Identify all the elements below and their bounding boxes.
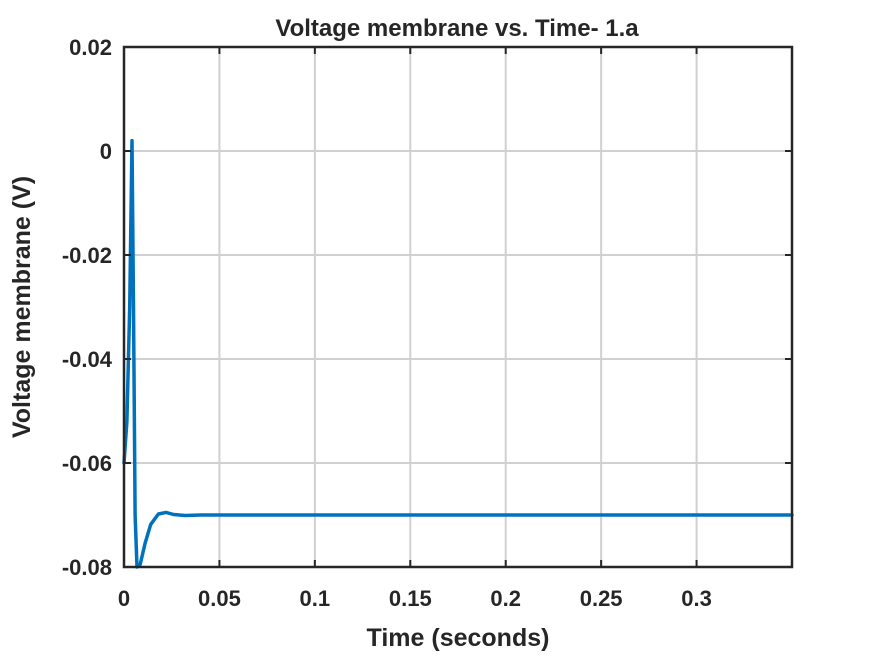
grid-lines xyxy=(123,46,792,568)
plot-area xyxy=(122,138,794,569)
axes-box xyxy=(122,45,794,569)
y-tick-label: 0.02 xyxy=(69,35,112,60)
y-tick-label: -0.06 xyxy=(62,451,112,476)
x-tick-label: 0.15 xyxy=(389,586,432,611)
axis-ticks: 0 0.05 0.1 0.15 0.2 0.25 0.3 -0.08 -0.06 -0.04 -0.… xyxy=(62,35,792,611)
y-tick-label: -0.02 xyxy=(62,243,112,268)
x-tick-label: 0 xyxy=(118,586,130,611)
series-line xyxy=(122,138,794,569)
y-axis-label: Voltage membrane (V) xyxy=(8,176,36,438)
x-axis-label: Time (seconds) xyxy=(367,624,550,652)
y-tick-label: -0.04 xyxy=(62,347,113,372)
chart-title: Voltage membrane vs. Time- 1.a xyxy=(275,15,639,42)
x-tick-label: 0.1 xyxy=(300,586,331,611)
x-tick-label: 0.05 xyxy=(198,586,241,611)
x-tick-label: 0.25 xyxy=(580,586,623,611)
y-tick-label: 0 xyxy=(100,139,112,164)
x-tick-label: 0.2 xyxy=(490,586,521,611)
y-tick-label: -0.08 xyxy=(62,555,112,580)
x-tick-label: 0.3 xyxy=(681,586,712,611)
